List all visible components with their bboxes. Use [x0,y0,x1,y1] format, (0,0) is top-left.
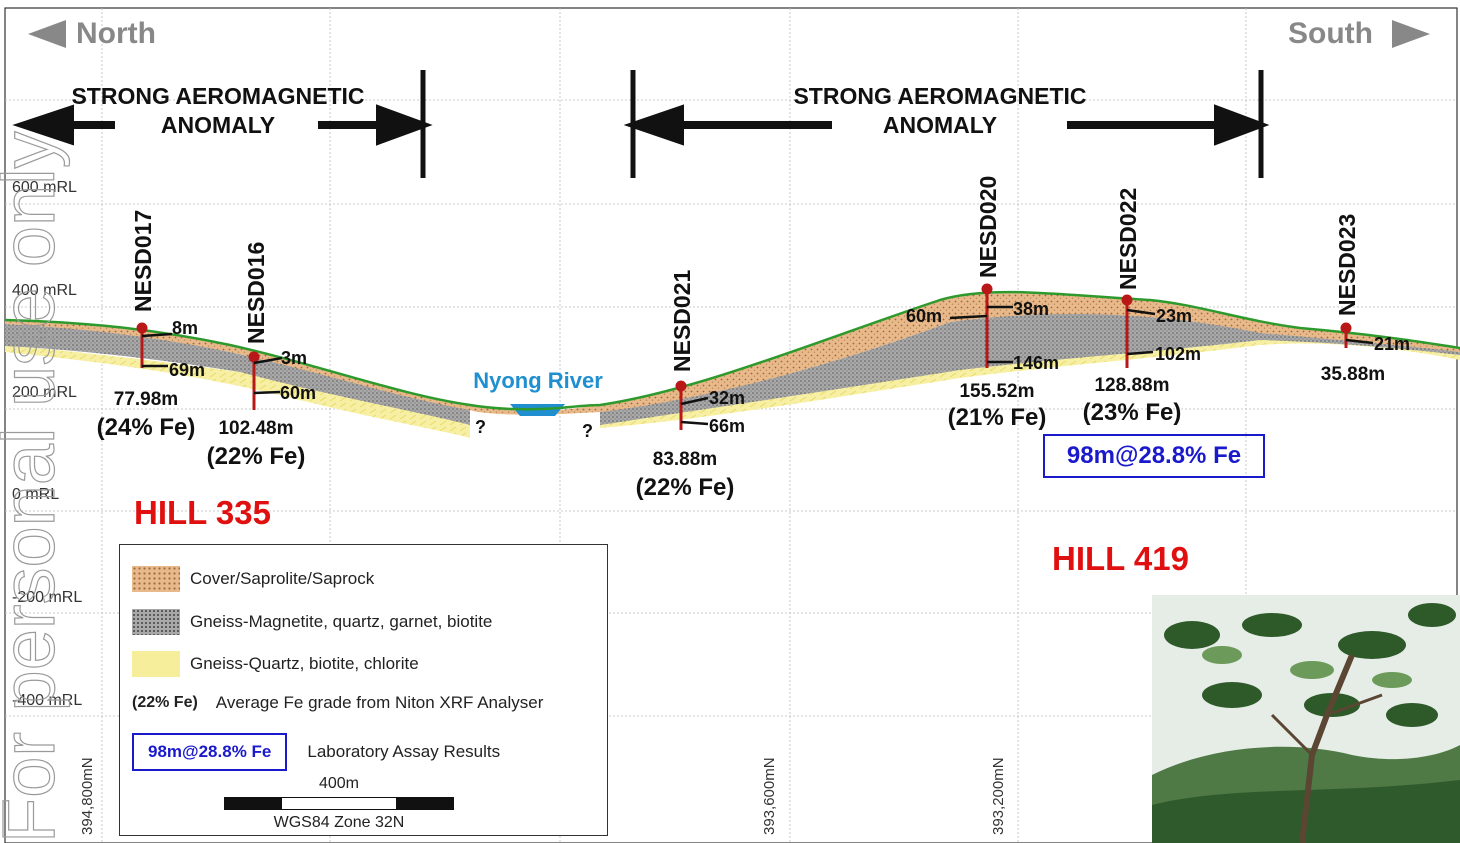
legend-item-magnetite: Gneiss-Magnetite, quartz, garnet, biotit… [132,609,492,635]
cover-layer-east [600,293,1460,412]
hole-name: NESD016 [243,242,269,344]
quartz-layer [5,345,470,438]
frame [4,7,1458,843]
scale-graphic [224,797,454,810]
depth-tag: 102m [1155,344,1201,364]
hole-total-depth: 155.52m [959,381,1034,402]
depth-tag: 8m [172,318,198,338]
cover-swatch [132,566,180,592]
hole-name: NESD022 [1115,188,1141,290]
direction-arrows [28,20,1430,48]
depth-tag: 69m [169,360,205,380]
assay-highlight-box: 98m@28.8% Fe [1043,434,1265,478]
hole-results: 77.98m (24% Fe) 102.48m (22% Fe) 83.88m … [97,364,1386,501]
hill-419-label: HILL 419 [1052,540,1189,577]
hole-names: NESD017 NESD016 NESD021 NESD020 NESD022 … [130,176,1360,372]
quartz-swatch [132,651,180,677]
hole-total-depth: 128.88m [1094,375,1169,396]
magnetite-swatch [132,609,180,635]
depth-tags: 8m 69m 3m 60m 32m 66m 60m 38m 146m 23m 1… [169,299,1410,436]
depth-tag: 21m [1374,334,1410,354]
hole-name: NESD021 [669,270,695,372]
south-label: South [1288,17,1373,50]
legend-item-quartz: Gneiss-Quartz, biotite, chlorite [132,651,419,677]
hole-grade: (22% Fe) [636,474,735,501]
northing-label: 393,200mN [990,757,1007,835]
hole-total-depth: 35.88m [1321,364,1385,385]
legend-label: Gneiss-Magnetite, quartz, garnet, biotit… [190,612,493,631]
ground-surface [4,290,1460,411]
field-photo [1152,595,1460,843]
depth-tag: 3m [281,348,307,368]
anomaly-east-line1: STRONG AEROMAGNETIC [793,83,1086,109]
northing-label: 393,600mN [761,757,778,835]
assay-sample: 98m@28.8% Fe [132,733,288,771]
north-label: North [76,17,156,50]
rl-axis: 600 mRL 400 mRL 200 mRL 0 mRL -200 mRL -… [12,179,82,709]
rl-label: -200 mRL [12,589,82,606]
rl-label: 600 mRL [12,179,77,196]
grade-sample: (22% Fe) [132,694,198,711]
river-valley [470,405,600,415]
depth-tag: 38m [1013,299,1049,319]
photo-image [1152,595,1460,843]
legend: Cover/Saprolite/Saprock Gneiss-Magnetite… [119,544,608,836]
watermark: For personal use only [0,131,70,843]
hole-grade: (24% Fe) [97,414,196,441]
grade-description: Average Fe grade from Niton XRF Analyser [215,693,544,712]
depth-tag: 66m [709,416,745,436]
anomaly-west-line1: STRONG AEROMAGNETIC [71,83,364,109]
rl-label: -400 mRL [12,692,82,709]
unknown-contact: ? [475,417,486,437]
depth-tag: 60m [280,383,316,403]
projection-label: WGS84 Zone 32N [273,814,405,831]
hole-name: NESD017 [130,210,156,312]
unknown-contact: ? [582,421,593,441]
rl-label: 400 mRL [12,282,77,299]
scale-length: 400m [318,775,360,792]
hole-total-depth: 102.48m [218,418,293,439]
depth-tag: 32m [709,388,745,408]
south-arrow-icon [1392,20,1430,48]
legend-item-grade: (22% Fe) Average Fe grade from Niton XRF… [132,693,543,713]
depth-tag: 60m [906,306,942,326]
hole-total-depth: 77.98m [114,389,178,410]
assay-description: Laboratory Assay Results [307,742,501,761]
hole-grade: (22% Fe) [207,443,306,470]
hole-grade: (23% Fe) [1083,399,1182,426]
magnetite-layer [5,324,470,425]
depth-ticks [141,305,1374,426]
hole-name: NESD020 [975,176,1001,278]
legend-label: Gneiss-Quartz, biotite, chlorite [190,654,419,673]
magnetite-layer-east [600,313,1460,425]
northing-label: 394,800mN [79,757,96,835]
depth-tag: 23m [1156,306,1192,326]
rl-label: 0 mRL [12,486,59,503]
anomaly-arrows [12,104,1270,146]
anomaly-east-line2: ANOMALY [883,112,997,138]
legend-item-cover: Cover/Saprolite/Saprock [132,566,374,592]
rl-label: 200 mRL [12,384,77,401]
hole-name: NESD023 [1334,214,1360,316]
north-arrow-icon [28,20,66,48]
northing-axis: 394,800mN 393,600mN 393,200mN [79,757,1007,835]
drill-holes [136,283,1352,430]
hill-335-label: HILL 335 [134,494,271,531]
river-label: Nyong River [473,368,603,393]
legend-label: Cover/Saprolite/Saprock [190,569,375,588]
geology [4,290,1460,438]
depth-tag: 146m [1013,353,1059,373]
hole-total-depth: 83.88m [653,449,717,470]
anomaly-west-line2: ANOMALY [161,112,275,138]
legend-item-assay: 98m@28.8% Fe Laboratory Assay Results [132,733,500,771]
scale-bar: 400m WGS84 Zone 32N [224,775,454,832]
hole-grade: (21% Fe) [948,404,1047,431]
